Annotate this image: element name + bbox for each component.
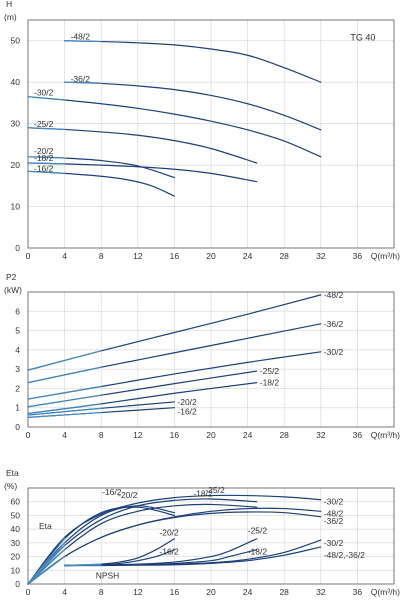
y-axis-unit: (%) bbox=[4, 481, 17, 491]
annotation-eta: Eta bbox=[39, 521, 52, 531]
y-tick-label: 20 bbox=[11, 160, 21, 170]
head-curve-5 bbox=[28, 163, 257, 182]
x-tick-label: 8 bbox=[99, 251, 104, 261]
y-tick-label: 50 bbox=[11, 510, 21, 520]
x-tick-label: 16 bbox=[170, 430, 180, 440]
x-tick-label: 4 bbox=[62, 430, 67, 440]
head-label-1: -36/2 bbox=[71, 74, 91, 84]
x-tick-label: 28 bbox=[279, 430, 289, 440]
eta-label-6: -16/2 bbox=[102, 487, 122, 497]
y-tick-label: 0 bbox=[15, 579, 20, 589]
power-label-2: -30/2 bbox=[324, 347, 344, 357]
x-tick-label: 28 bbox=[279, 251, 289, 261]
npsh-label-5: -16/2 bbox=[159, 547, 179, 557]
x-tick-label: 4 bbox=[62, 251, 67, 261]
power-label-5: -20/2 bbox=[177, 397, 197, 407]
x-tick-label: 0 bbox=[26, 587, 31, 597]
x-tick-label: 36 bbox=[353, 251, 363, 261]
y-tick-label: 30 bbox=[11, 119, 21, 129]
y-axis-title: P2 bbox=[6, 272, 17, 282]
eta-label-4: -18/2 bbox=[193, 488, 213, 498]
y-tick-label: 10 bbox=[11, 565, 21, 575]
x-tick-label: 24 bbox=[243, 251, 253, 261]
y-tick-label: 6 bbox=[15, 306, 20, 316]
y-tick-label: 0 bbox=[15, 422, 20, 432]
x-tick-label: 32 bbox=[316, 587, 326, 597]
head-label-0: -48/2 bbox=[71, 32, 91, 42]
x-tick-label: 24 bbox=[243, 430, 253, 440]
head-label-6: -16/2 bbox=[34, 163, 54, 173]
y-tick-label: 5 bbox=[15, 326, 20, 336]
efficiency-chart: 0 4 8 12 16 20 24 28 32 36 0 10 20 30 40 50 60 Eta (%) Q(m³… bbox=[4, 468, 400, 597]
annotation-npsh: NPSH bbox=[96, 571, 120, 581]
y-tick-label: 2 bbox=[15, 383, 20, 393]
x-tick-label: 8 bbox=[99, 430, 104, 440]
x-tick-label: 16 bbox=[170, 587, 180, 597]
x-tick-label: 28 bbox=[279, 587, 289, 597]
power-label-6: -16/2 bbox=[177, 407, 197, 417]
x-tick-label: 24 bbox=[243, 587, 253, 597]
power-label-0: -48/2 bbox=[324, 290, 344, 300]
eta-curve-4 bbox=[28, 504, 257, 584]
npsh-label-0: -30/2 bbox=[324, 538, 344, 548]
x-tick-label: 12 bbox=[133, 251, 143, 261]
head-label-2: -30/2 bbox=[34, 88, 54, 98]
npsh-label-2: -25/2 bbox=[248, 526, 268, 536]
head-chart: 0 4 8 12 16 20 24 28 32 36 0 10 20 30 40 50 H (m) Q(m³/h) T… bbox=[4, 0, 400, 261]
y-tick-label: 60 bbox=[11, 497, 21, 507]
y-tick-label: 4 bbox=[15, 345, 20, 355]
npsh-label-1: -48/2,-36/2 bbox=[324, 550, 365, 560]
x-tick-label: 0 bbox=[26, 430, 31, 440]
y-tick-label: 1 bbox=[15, 403, 20, 413]
y-axis-title: Eta bbox=[6, 468, 19, 478]
y-axis-unit: (kW) bbox=[4, 285, 22, 295]
x-axis-title: Q(m³/h) bbox=[371, 251, 400, 261]
head-label-5: -18/2 bbox=[34, 153, 54, 163]
y-axis-unit: (m) bbox=[4, 12, 17, 22]
x-tick-label: 36 bbox=[353, 587, 363, 597]
x-tick-label: 20 bbox=[206, 251, 216, 261]
y-tick-label: 3 bbox=[15, 364, 20, 374]
head-curve-0 bbox=[65, 41, 321, 82]
y-tick-label: 30 bbox=[11, 538, 21, 548]
y-tick-label: 40 bbox=[11, 524, 21, 534]
eta-label-0: -30/2 bbox=[324, 497, 344, 507]
model-tag: TG 40 bbox=[350, 33, 375, 43]
y-tick-label: 50 bbox=[11, 36, 21, 46]
npsh-curve-0 bbox=[65, 540, 321, 565]
head-curve-1 bbox=[65, 82, 321, 130]
x-tick-label: 0 bbox=[26, 251, 31, 261]
x-axis-title: Q(m³/h) bbox=[371, 430, 400, 440]
x-tick-label: 32 bbox=[316, 430, 326, 440]
y-tick-label: 10 bbox=[11, 202, 21, 212]
x-tick-label: 20 bbox=[206, 587, 216, 597]
npsh-curve-start-5 bbox=[65, 565, 102, 566]
x-tick-label: 36 bbox=[353, 430, 363, 440]
x-tick-label: 12 bbox=[133, 430, 143, 440]
power-label-4: -18/2 bbox=[260, 378, 280, 388]
x-tick-label: 8 bbox=[99, 587, 104, 597]
head-label-3: -25/2 bbox=[34, 119, 54, 129]
x-tick-label: 4 bbox=[62, 587, 67, 597]
y-tick-label: 40 bbox=[11, 77, 21, 87]
y-tick-label: 20 bbox=[11, 552, 21, 562]
npsh-label-3: -18/2 bbox=[248, 547, 268, 557]
x-tick-label: 20 bbox=[206, 430, 216, 440]
y-axis-title: H bbox=[6, 0, 12, 9]
power-label-1: -36/2 bbox=[324, 319, 344, 329]
y-tick-label: 0 bbox=[15, 243, 20, 253]
x-tick-label: 12 bbox=[133, 587, 143, 597]
npsh-label-4: -20/2 bbox=[159, 528, 179, 538]
power-label-3: -25/2 bbox=[260, 366, 280, 376]
x-axis-title: Q(m³/h) bbox=[371, 587, 400, 597]
x-tick-label: 16 bbox=[170, 251, 180, 261]
eta-curve-start-4 bbox=[28, 550, 65, 584]
eta-label-2: -36/2 bbox=[324, 516, 344, 526]
x-tick-label: 32 bbox=[316, 251, 326, 261]
